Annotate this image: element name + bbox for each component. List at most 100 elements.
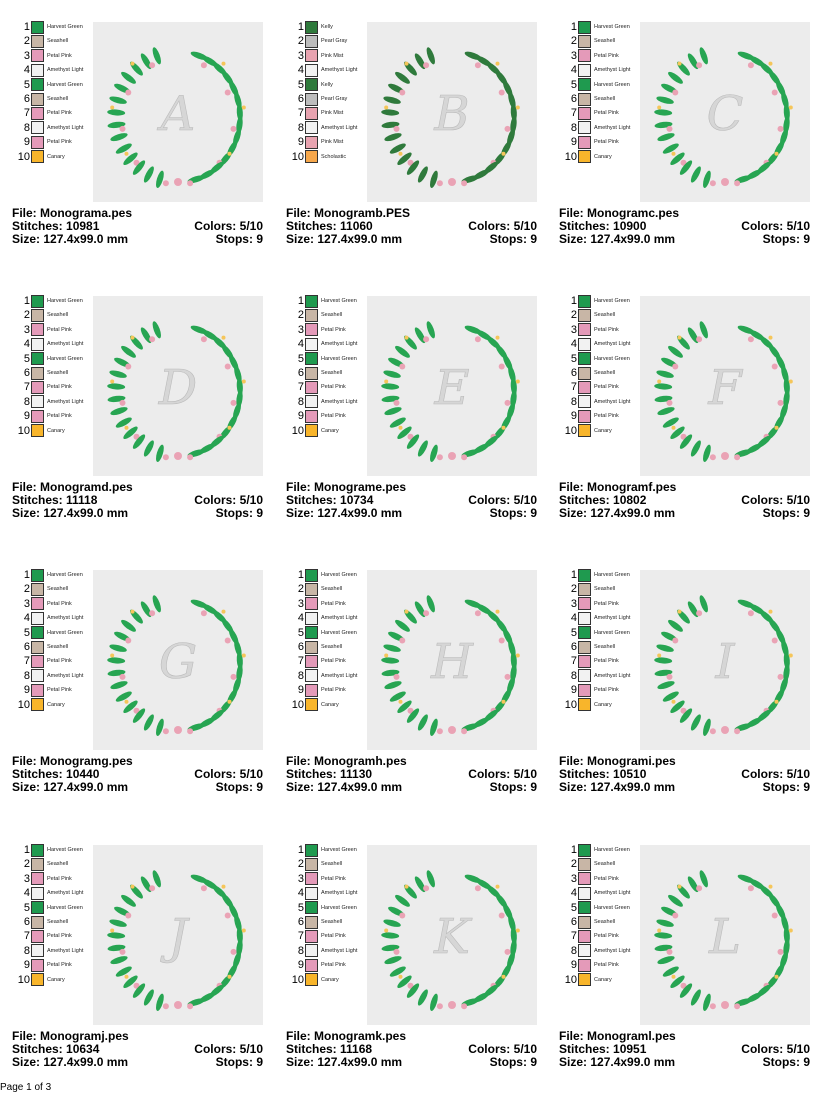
color-number: 5 bbox=[23, 626, 30, 639]
color-name: Canary bbox=[594, 701, 612, 708]
leaf-mark bbox=[130, 609, 143, 624]
flower-mark bbox=[224, 363, 231, 370]
color-swatch bbox=[31, 294, 44, 308]
color-number: 4 bbox=[570, 612, 577, 625]
color-count: Colors: 5/10 bbox=[468, 1042, 537, 1056]
color-swatch-row: 4 Amethyst Light bbox=[557, 886, 630, 900]
design-info: File: Monogramk.pes Stitches: 11168 Colo… bbox=[286, 1030, 537, 1069]
leaf-mark bbox=[668, 894, 683, 907]
color-name: Amethyst Light bbox=[321, 124, 358, 131]
flower-mark bbox=[696, 610, 703, 617]
color-name: Petal Pink bbox=[47, 384, 72, 391]
color-swatch bbox=[578, 958, 591, 972]
color-name: Petal Pink bbox=[321, 658, 346, 665]
color-swatch bbox=[578, 106, 591, 120]
color-swatch-row: 2 Seashell bbox=[557, 857, 615, 871]
wreath-embroidery: G bbox=[107, 595, 246, 736]
bud-mark bbox=[501, 699, 506, 704]
color-name: Canary bbox=[594, 427, 612, 434]
color-swatch-row: 7 Petal Pink bbox=[10, 929, 72, 943]
color-number: 6 bbox=[570, 916, 577, 928]
leaf-mark bbox=[404, 61, 417, 76]
leaf-mark bbox=[115, 143, 132, 154]
color-name: Amethyst Light bbox=[47, 67, 84, 74]
color-name: Pink Mist bbox=[321, 110, 344, 117]
file-name: File: Monogramf.pes bbox=[559, 480, 677, 494]
color-swatch bbox=[305, 640, 318, 654]
color-number: 4 bbox=[297, 64, 304, 77]
color-name: Seashell bbox=[321, 644, 343, 650]
color-swatch bbox=[31, 582, 44, 596]
bud-mark bbox=[130, 884, 135, 889]
wreath-embroidery: F bbox=[654, 321, 793, 462]
bud-mark bbox=[774, 974, 779, 979]
leaf-mark bbox=[123, 700, 138, 714]
leaf-mark bbox=[668, 71, 683, 84]
design-size: Size: 127.4x99.0 mm bbox=[12, 506, 129, 520]
color-swatch-row: 4 Amethyst Light bbox=[284, 611, 357, 625]
bud-mark bbox=[671, 974, 676, 979]
color-number: 7 bbox=[570, 107, 577, 120]
color-number: 7 bbox=[297, 107, 304, 120]
leaf-mark bbox=[677, 609, 690, 624]
bud-mark bbox=[241, 379, 246, 384]
leaf-mark bbox=[677, 335, 690, 350]
color-number: 9 bbox=[570, 959, 577, 972]
flower-mark bbox=[777, 673, 784, 680]
color-swatch bbox=[31, 915, 44, 929]
flower-mark bbox=[498, 363, 505, 370]
leaf-mark bbox=[384, 681, 402, 690]
color-swatch-row: 5 Harvest Green bbox=[557, 352, 630, 366]
design-size: Size: 127.4x99.0 mm bbox=[286, 506, 403, 520]
color-name: Petal Pink bbox=[594, 658, 619, 665]
color-name: Seashell bbox=[594, 861, 616, 868]
design-info: File: Monogramg.pes Stitches: 10440 Colo… bbox=[12, 755, 263, 794]
color-swatch-row: 10 Scholastic bbox=[284, 150, 346, 164]
color-swatch-row: 10 Canary bbox=[10, 973, 65, 987]
color-name: Seashell bbox=[594, 312, 616, 319]
color-swatch bbox=[305, 568, 318, 582]
color-name: Canary bbox=[594, 976, 612, 983]
flower-mark bbox=[771, 89, 778, 96]
leaf-mark bbox=[656, 644, 674, 652]
bud-mark bbox=[774, 699, 779, 704]
color-swatch bbox=[578, 380, 591, 394]
color-name: Amethyst Light bbox=[594, 615, 631, 622]
leaf-mark bbox=[670, 426, 685, 440]
stop-count: Stops: 9 bbox=[762, 1055, 810, 1069]
color-swatch-row: 9 Petal Pink bbox=[557, 409, 619, 423]
color-name: Petal Pink bbox=[321, 600, 346, 607]
color-name: Petal Pink bbox=[321, 962, 346, 969]
color-swatch bbox=[305, 308, 318, 322]
color-name: Petal Pink bbox=[47, 962, 72, 969]
color-swatch bbox=[31, 121, 44, 135]
color-number: 10 bbox=[17, 698, 30, 711]
leaf-mark bbox=[406, 983, 420, 998]
color-swatch-row: 4 Amethyst Light bbox=[284, 886, 357, 900]
leaf-mark bbox=[654, 932, 673, 939]
leaf-mark bbox=[123, 426, 138, 440]
color-number: 8 bbox=[297, 395, 304, 408]
color-number: 8 bbox=[570, 669, 577, 682]
flower-mark bbox=[666, 125, 673, 132]
color-name: Petal Pink bbox=[47, 110, 72, 117]
color-name: Petal Pink bbox=[594, 875, 619, 882]
leaf-mark bbox=[687, 53, 699, 70]
bud-mark bbox=[384, 105, 389, 110]
leaf-mark bbox=[110, 133, 128, 142]
bud-mark bbox=[657, 928, 662, 933]
color-swatch-row: 1 Harvest Green bbox=[557, 843, 630, 857]
flower-mark bbox=[777, 399, 784, 406]
color-name: Petal Pink bbox=[594, 110, 619, 117]
color-number: 3 bbox=[570, 49, 577, 62]
color-swatch-row: 10 Canary bbox=[10, 424, 65, 438]
color-swatch bbox=[578, 92, 591, 106]
color-name: Canary bbox=[47, 976, 65, 983]
file-name: File: Monograml.pes bbox=[559, 1029, 676, 1043]
color-swatch bbox=[578, 568, 591, 582]
color-number: 10 bbox=[291, 698, 304, 711]
design-card: 1 Kelly 2 Pearl Gray 3 Pink Mist 4 Ameth… bbox=[284, 20, 546, 270]
color-swatch-row: 7 Petal Pink bbox=[10, 654, 72, 668]
bud-mark bbox=[221, 609, 226, 614]
color-number: 9 bbox=[23, 684, 30, 697]
